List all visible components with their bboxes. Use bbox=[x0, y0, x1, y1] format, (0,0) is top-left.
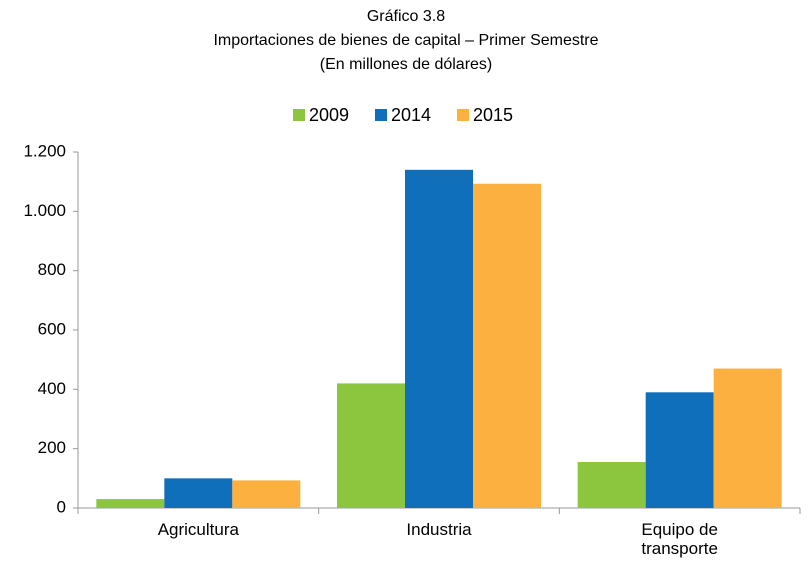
bar bbox=[473, 183, 541, 508]
chart-title: Gráfico 3.8 bbox=[367, 8, 445, 25]
bar bbox=[577, 462, 646, 508]
y-tick-label: 1.200 bbox=[23, 141, 66, 160]
chart-subtitle: Importaciones de bienes de capital – Pri… bbox=[213, 32, 598, 49]
x-tick-label: Agricultura bbox=[157, 520, 239, 539]
legend-label: 2009 bbox=[309, 105, 349, 125]
y-tick-label: 400 bbox=[38, 379, 66, 398]
bar bbox=[164, 478, 233, 508]
x-tick-label: Equipo de transporte bbox=[641, 520, 718, 558]
legend-swatch bbox=[375, 109, 387, 121]
legend-label: 2014 bbox=[391, 105, 431, 125]
chart-unit: (En millones de dólares) bbox=[320, 56, 493, 73]
x-tick-label: Industria bbox=[406, 520, 472, 539]
y-tick-label: 1.000 bbox=[23, 201, 66, 220]
bar bbox=[96, 499, 165, 508]
y-tick-label: 0 bbox=[57, 497, 66, 516]
bar bbox=[232, 480, 301, 508]
bar bbox=[405, 169, 473, 509]
y-tick-label: 800 bbox=[38, 260, 66, 279]
y-tick-label: 200 bbox=[38, 438, 66, 457]
bar bbox=[337, 383, 405, 508]
bar bbox=[645, 392, 714, 508]
legend-swatch bbox=[457, 109, 469, 121]
legend-swatch bbox=[293, 109, 305, 121]
y-tick-label: 600 bbox=[38, 319, 66, 338]
bar bbox=[713, 368, 782, 508]
legend-label: 2015 bbox=[473, 105, 513, 125]
